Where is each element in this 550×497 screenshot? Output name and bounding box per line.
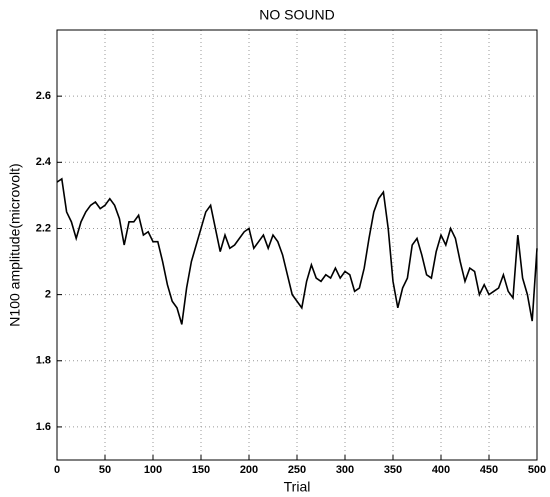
chart-title: NO SOUND (259, 7, 334, 23)
x-tick-label: 200 (240, 464, 258, 476)
y-axis-label: N100 amplitude(microvolt) (7, 163, 23, 326)
x-tick-label: 250 (288, 464, 306, 476)
plot-frame (56, 29, 538, 461)
x-tick-label: 450 (480, 464, 498, 476)
x-tick-label: 150 (192, 464, 210, 476)
x-tick-label: 350 (384, 464, 402, 476)
x-tick-label: 100 (144, 464, 162, 476)
y-tick-label: 2.2 (36, 222, 51, 234)
data-line (56, 177, 538, 325)
x-tick-label: 500 (528, 464, 546, 476)
x-tick-label: 400 (432, 464, 450, 476)
y-tick-label: 1.6 (36, 421, 51, 433)
x-axis-label: Trial (284, 479, 311, 495)
y-tick-label: 2.4 (36, 156, 52, 168)
x-tick-label: 300 (336, 464, 354, 476)
x-tick-label: 0 (54, 464, 60, 476)
y-tick-label: 2 (45, 289, 51, 301)
y-tick-label: 2.6 (36, 90, 51, 102)
y-tick-label: 1.8 (36, 355, 51, 367)
x-tick-label: 50 (99, 464, 111, 476)
